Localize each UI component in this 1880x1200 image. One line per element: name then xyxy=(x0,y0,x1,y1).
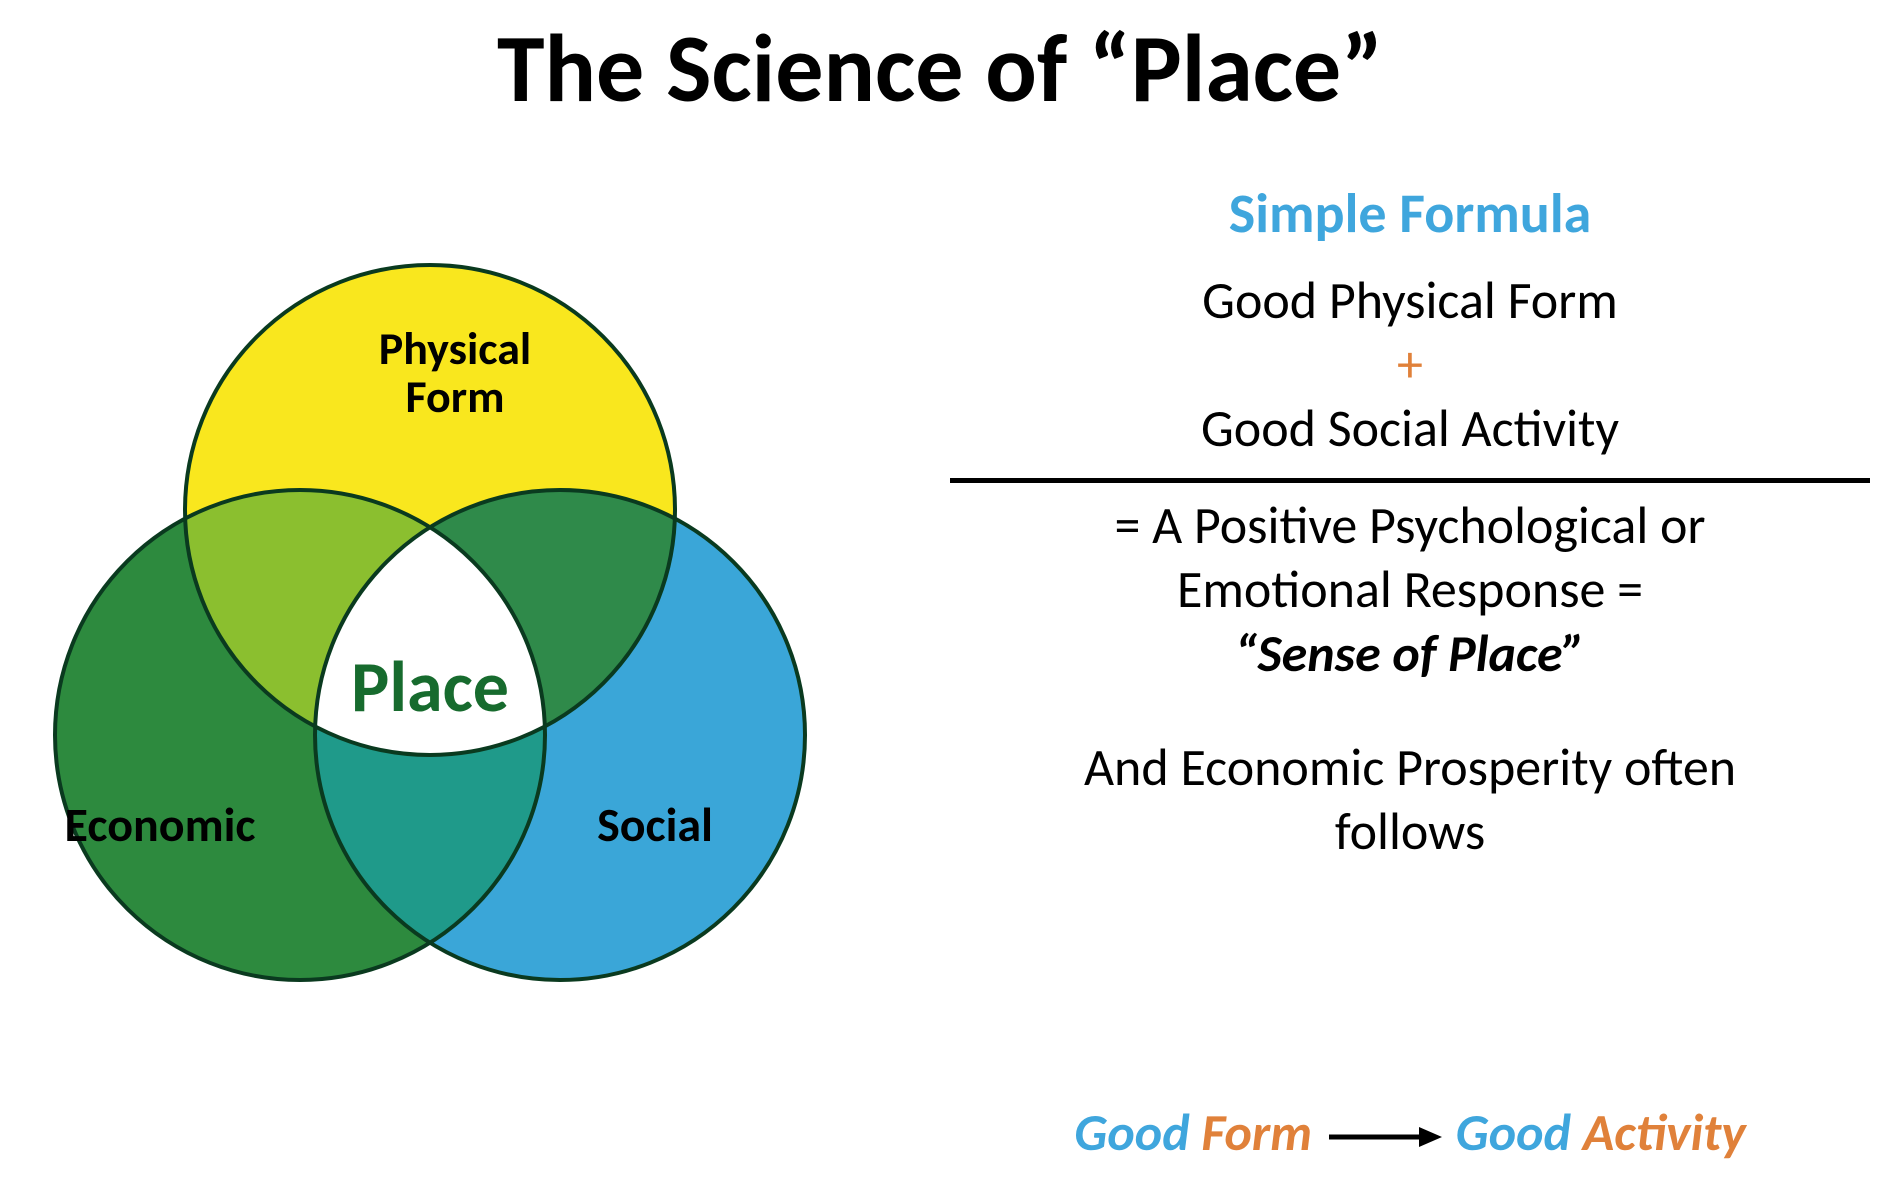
footer-good-1: Good xyxy=(1074,1100,1201,1164)
formula-sense-of-place: “Sense of Place” xyxy=(940,621,1880,685)
formula-block: Simple Formula Good Physical Form + Good… xyxy=(940,180,1880,863)
venn-diagram: Physical Form Economic Social Place xyxy=(0,230,920,1130)
venn-label-center-place: Place xyxy=(280,650,580,726)
venn-label-economic: Economic xyxy=(30,800,290,850)
formula-econ-2: follows xyxy=(940,799,1880,863)
formula-result-2: Emotional Response = xyxy=(940,557,1880,621)
venn-label-form: Form xyxy=(405,369,504,425)
footer-activity: Activity xyxy=(1583,1100,1746,1164)
page-title: The Science of “Place” xyxy=(0,10,1880,127)
formula-plus: + xyxy=(940,332,1880,396)
arrow-icon xyxy=(1324,1105,1444,1169)
formula-line-social: Good Social Activity xyxy=(940,396,1880,460)
formula-line-physical: Good Physical Form xyxy=(940,268,1880,332)
venn-label-physical-form: Physical Form xyxy=(330,325,580,422)
formula-divider xyxy=(950,478,1870,483)
slide: The Science of “Place” Physical Form Eco… xyxy=(0,0,1880,1200)
footer-form: Form xyxy=(1201,1100,1312,1164)
footer-row: Good Form Good Activity xyxy=(940,1100,1880,1169)
footer-good-2: Good xyxy=(1456,1100,1583,1164)
formula-econ-1: And Economic Prosperity often xyxy=(940,735,1880,799)
venn-label-social: Social xyxy=(555,800,755,850)
formula-subtitle: Simple Formula xyxy=(940,180,1880,248)
formula-result-1: = A Positive Psychological or xyxy=(940,493,1880,557)
